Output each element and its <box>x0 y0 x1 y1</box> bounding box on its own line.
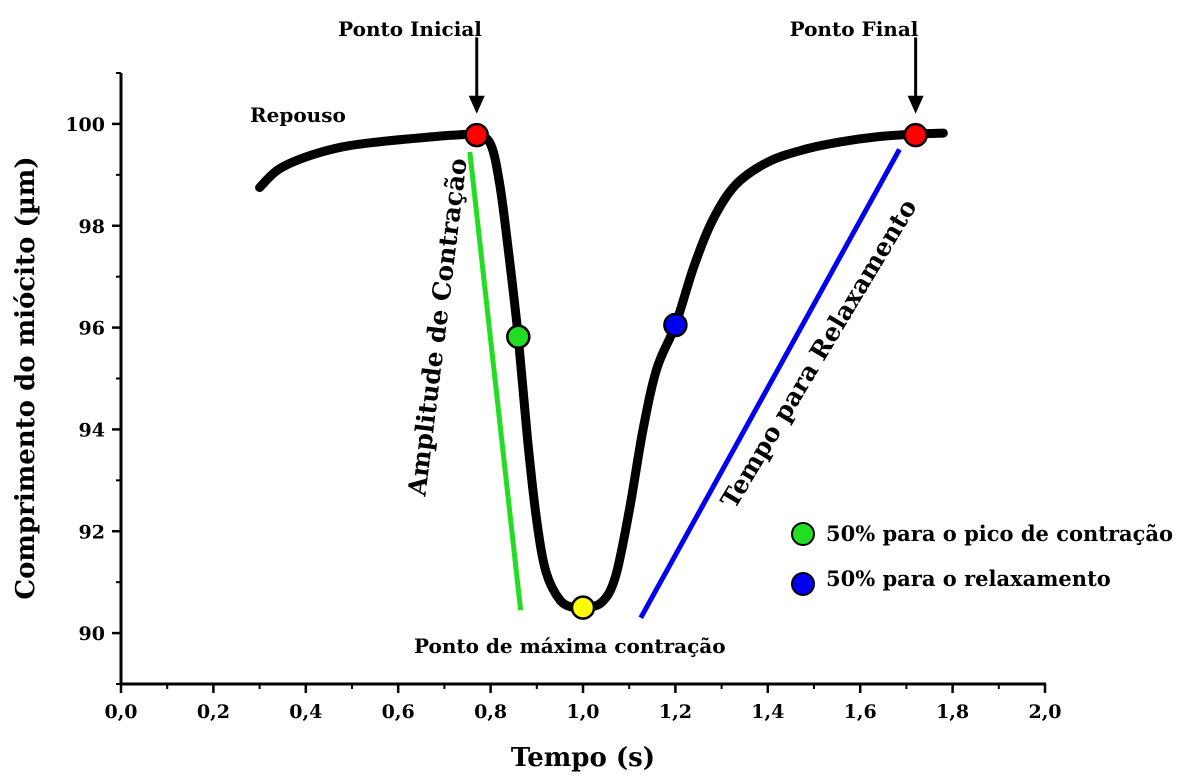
data-marker <box>506 324 531 349</box>
x-tick-label: 0,8 <box>474 701 507 723</box>
x-tick-label: 0,6 <box>382 701 415 723</box>
y-tick-label: 94 <box>79 419 105 441</box>
amplitude-guide-line <box>467 151 524 611</box>
relaxation-guide-line <box>638 148 902 620</box>
annotation-maxima-contracao: Ponto de máxima contração <box>414 634 726 658</box>
arrow-head-0 <box>468 95 485 114</box>
data-marker <box>663 312 688 338</box>
x-axis-title: Tempo (s) <box>511 743 655 773</box>
legend-label-relaxation: 50% para o relaxamento <box>826 566 1111 591</box>
legend-label-contraction: 50% para o pico de contração <box>826 521 1173 546</box>
annotation-repouso: Repouso <box>250 103 346 127</box>
y-axis-title: Comprimento do miócito (µm) <box>11 156 41 599</box>
markers-layer <box>464 122 928 620</box>
x-tick-label: 0,2 <box>197 701 230 723</box>
x-tick-label: 1,0 <box>566 701 599 723</box>
axes: 0,0 0,2 0,4 0,6 0,8 1,0 1,2 1,4 1,6 1,8 2,0 90 92 94 9… <box>11 72 1062 773</box>
x-tick-label: 1,2 <box>659 701 692 723</box>
annotation-ponto-inicial: Ponto Inicial <box>338 17 482 41</box>
guide-lines <box>467 148 902 620</box>
x-tick-label: 1,8 <box>936 701 969 723</box>
legend-swatch-blue <box>791 572 815 596</box>
annotations-layer: Ponto Inicial Ponto Final Repouso Ponto … <box>250 17 924 658</box>
data-marker <box>570 595 596 620</box>
y-tick-label: 90 <box>79 623 105 645</box>
legend-swatch-green <box>791 522 815 546</box>
x-tick-label: 0,4 <box>289 701 322 723</box>
data-marker <box>903 122 928 148</box>
y-tick-label: 100 <box>65 114 105 136</box>
arrow-head-1 <box>907 95 924 114</box>
annotation-amplitude: Amplitude de Contração <box>402 156 472 498</box>
data-marker <box>464 122 489 148</box>
x-tick-label: 1,6 <box>844 701 877 723</box>
y-tick-label: 92 <box>79 521 105 543</box>
x-tick-label: 1,4 <box>751 701 784 723</box>
legend: 50% para o pico de contração 50% para o … <box>791 521 1173 596</box>
annotation-relaxamento: Tempo para Relaxamento <box>715 194 923 513</box>
annotation-ponto-final: Ponto Final <box>790 17 919 41</box>
y-tick-label: 96 <box>79 318 105 340</box>
x-tick-label: 0,0 <box>104 701 137 723</box>
x-tick-label: 2,0 <box>1028 701 1061 723</box>
y-tick-label: 98 <box>79 216 105 238</box>
